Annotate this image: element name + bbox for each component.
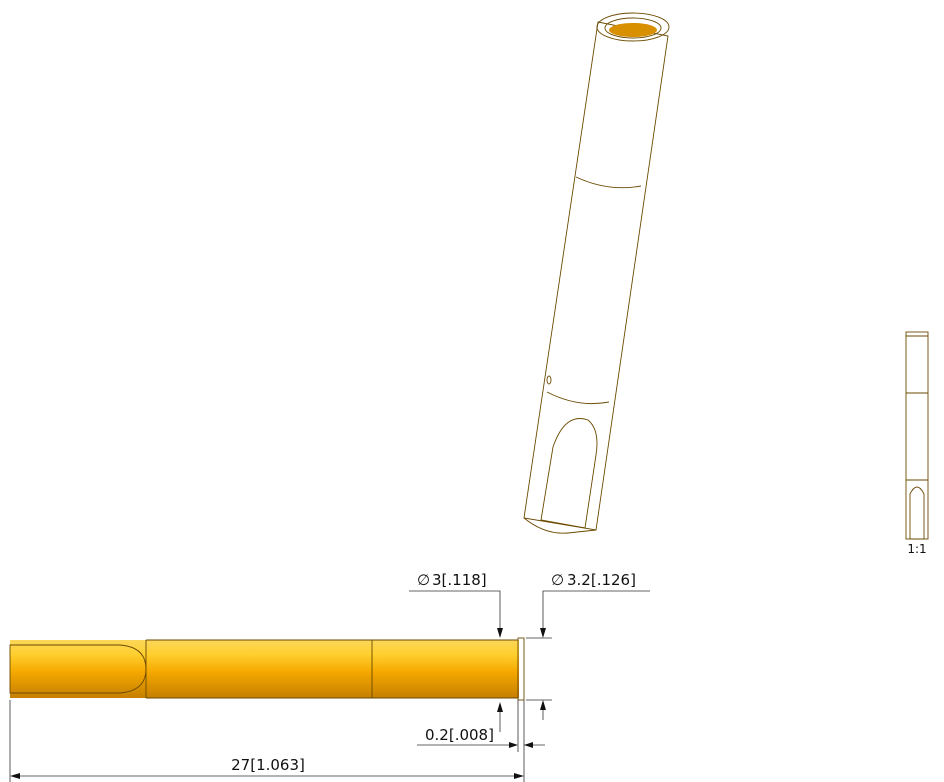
isometric-view [523,12,670,534]
small-cutout-slot [909,486,925,540]
tube-top-rim-outer [596,12,670,42]
outer-diameter-symbol: ∅ [551,571,564,589]
tube-top-bore [604,17,662,39]
tube-top-bore-inner [609,23,657,37]
iso-slot-bottom-edge [523,517,597,534]
outer-diameter-label: 3.2[.126] [567,571,636,589]
front-view [9,637,525,701]
small-tube-body [905,331,929,540]
inner-diameter-symbol: ∅ [417,571,430,589]
scale-label: 1:1 [907,542,926,556]
iso-cutout-slot [540,418,598,529]
tube-body-side [10,640,519,698]
small-scale-view: 1:1 [905,331,929,556]
tube-end-rim [517,637,525,701]
dimension-outer-diameter: ∅ 3.2[.126] [526,571,650,720]
dimension-overall-length: 27[1.063] [9,700,525,782]
dimension-inner-diameter: ∅ 3[.118] [409,571,503,732]
dimension-wall-thickness: 0.2[.008] [417,700,545,752]
overall-length-label: 27[1.063] [231,756,305,774]
iso-section-line-upper [575,176,642,189]
iso-side-hole [546,375,552,385]
wall-thickness-label: 0.2[.008] [425,726,494,744]
inner-diameter-label: 3[.118] [432,571,487,589]
iso-section-line-lower [546,391,610,405]
